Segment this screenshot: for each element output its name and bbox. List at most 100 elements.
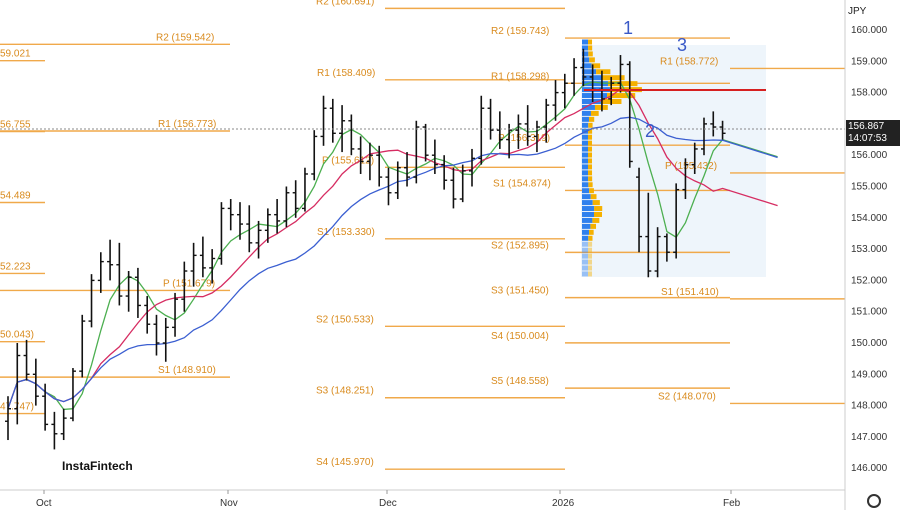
wave-label-2: 2 bbox=[645, 121, 655, 141]
volume-bar-buy bbox=[582, 241, 589, 247]
current-price: 156.867 bbox=[848, 121, 885, 132]
volume-bar-sell bbox=[607, 81, 638, 87]
volume-bar-sell bbox=[592, 217, 600, 223]
price-tick-label: 159.000 bbox=[851, 56, 888, 67]
pivot-label: S2 (150.533) bbox=[316, 314, 374, 325]
price-tick-label: 155.000 bbox=[851, 182, 888, 193]
volume-bar-sell bbox=[588, 265, 592, 271]
volume-bar-sell bbox=[588, 235, 593, 241]
volume-bar-buy bbox=[582, 116, 589, 122]
volume-bar-buy bbox=[582, 140, 589, 146]
time-tick-label: Feb bbox=[723, 498, 741, 509]
volume-bar-buy bbox=[582, 57, 590, 63]
price-tick-label: 148.000 bbox=[851, 401, 888, 412]
pivot-label: S3 (148.251) bbox=[316, 386, 374, 397]
volume-bar-buy bbox=[582, 164, 589, 170]
volume-bar-buy bbox=[582, 45, 589, 51]
price-tick-label: 149.000 bbox=[851, 369, 888, 380]
price-tick-label: 152.000 bbox=[851, 275, 888, 286]
pivot-label: P (156.319) bbox=[498, 133, 550, 144]
pivot-label: R2 (160.691) bbox=[316, 0, 374, 7]
volume-bar-sell bbox=[588, 241, 593, 247]
pivot-label: R1 (158.298) bbox=[491, 71, 549, 82]
volume-bar-buy bbox=[582, 223, 591, 229]
volume-bar-buy bbox=[582, 206, 595, 212]
volume-bar-sell bbox=[588, 253, 593, 259]
pivot-label: R2 (159.743) bbox=[491, 26, 549, 37]
current-price-tag: 156.867 14:07:53 bbox=[846, 120, 900, 146]
volume-bar-buy bbox=[582, 265, 588, 271]
volume-bar-sell bbox=[590, 110, 599, 116]
volume-bar-buy bbox=[582, 200, 593, 206]
volume-bar-buy bbox=[582, 188, 590, 194]
volume-bar-buy bbox=[582, 51, 589, 57]
volume-bar-sell bbox=[596, 69, 611, 75]
pivot-label: 56.755 bbox=[0, 120, 31, 131]
volume-bar-sell bbox=[590, 194, 597, 200]
volume-bar-buy bbox=[582, 271, 588, 277]
pivot-label: 54.489 bbox=[0, 190, 31, 201]
volume-bar-sell bbox=[588, 271, 592, 277]
volume-bar-sell bbox=[588, 259, 593, 265]
volume-bar-buy bbox=[582, 146, 589, 152]
volume-bar-buy bbox=[582, 182, 589, 188]
pivot-label: 52.223 bbox=[0, 261, 31, 272]
volume-bar-sell bbox=[588, 229, 594, 235]
volume-bar-sell bbox=[588, 146, 593, 152]
volume-bar-buy bbox=[582, 104, 595, 110]
time-tick-label: Oct bbox=[36, 498, 52, 509]
volume-bar-sell bbox=[589, 188, 594, 194]
volume-bar-buy bbox=[582, 110, 591, 116]
time-axis: Oct Nov Dec 2026 Feb bbox=[36, 490, 741, 509]
moving-average-line bbox=[7, 116, 778, 409]
volume-bar-sell bbox=[591, 63, 601, 69]
volume-bar-buy bbox=[582, 152, 588, 158]
volume-bar-sell bbox=[588, 176, 593, 182]
time-tick-label: 2026 bbox=[552, 498, 575, 509]
volume-bar-sell bbox=[588, 152, 592, 158]
wave-label-1: 1 bbox=[623, 18, 633, 38]
volume-bar-sell bbox=[590, 223, 597, 229]
pivot-label: S3 (151.450) bbox=[491, 286, 549, 297]
volume-bar-buy bbox=[582, 98, 601, 104]
volume-bar-sell bbox=[588, 140, 593, 146]
volume-bar-buy bbox=[582, 235, 589, 241]
price-tick-label: 151.000 bbox=[851, 307, 888, 318]
pivot-label: S1 (153.330) bbox=[317, 227, 375, 238]
volume-bar-sell bbox=[588, 116, 595, 122]
volume-bar-buy bbox=[582, 194, 591, 200]
price-tick-label: 160.000 bbox=[851, 25, 888, 36]
volume-bar-sell bbox=[602, 75, 625, 81]
pivot-label: S2 (148.070) bbox=[658, 391, 716, 402]
pivot-label: P (155.612) bbox=[322, 155, 374, 166]
volume-bar-sell bbox=[592, 200, 600, 206]
price-tick-label: 158.000 bbox=[851, 88, 888, 99]
volume-bar-sell bbox=[588, 39, 593, 45]
volume-bar-sell bbox=[607, 93, 636, 99]
volume-bar-buy bbox=[582, 63, 592, 69]
price-axis: 160.000159.000158.000157.000156.000155.0… bbox=[851, 25, 888, 474]
price-tick-label: 150.000 bbox=[851, 338, 888, 349]
price-tick-label: 154.000 bbox=[851, 213, 888, 224]
currency-button[interactable]: JPY bbox=[848, 6, 867, 17]
pivot-label: S5 (148.558) bbox=[491, 376, 549, 387]
volume-bar-buy bbox=[582, 229, 589, 235]
ohlc-bars bbox=[5, 48, 726, 450]
volume-bar-sell bbox=[588, 122, 593, 128]
settings-gear-icon[interactable] bbox=[867, 494, 881, 508]
volume-bar-buy bbox=[582, 211, 595, 217]
volume-bar-sell bbox=[588, 134, 593, 140]
volume-bar-sell bbox=[588, 128, 593, 134]
pivot-label: S4 (150.004) bbox=[491, 331, 549, 342]
pivot-label: P (155.432) bbox=[665, 161, 717, 172]
volume-bar-sell bbox=[594, 211, 603, 217]
volume-bar-sell bbox=[588, 158, 593, 164]
volume-bar-buy bbox=[582, 122, 589, 128]
volume-bar-buy bbox=[582, 69, 597, 75]
volume-bar-buy bbox=[582, 259, 589, 265]
pivot-label: P (151.679) bbox=[163, 278, 215, 289]
pivot-label: 59.021 bbox=[0, 49, 31, 60]
pivot-label: S1 (154.874) bbox=[493, 178, 551, 189]
time-tick-label: Dec bbox=[379, 498, 397, 509]
